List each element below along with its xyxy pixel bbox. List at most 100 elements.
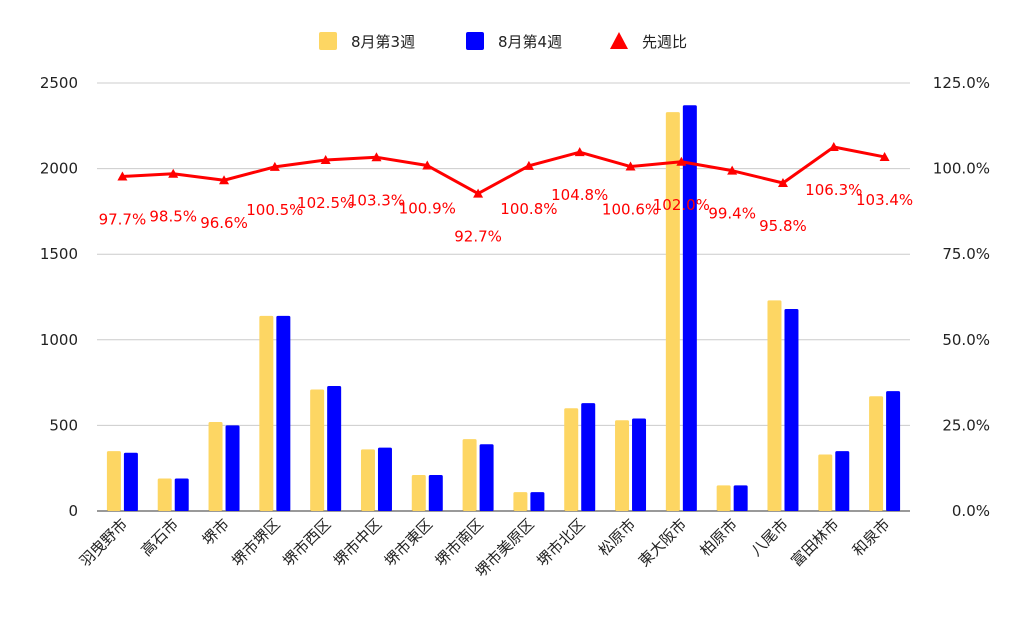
left-tick-label: 2000	[40, 160, 78, 178]
ratio-point-marker	[422, 160, 433, 170]
category-label: 羽曳野市	[76, 515, 131, 570]
bar-week4	[733, 485, 748, 511]
bar-week3	[869, 396, 884, 511]
bars	[106, 105, 901, 512]
bar-week3	[767, 300, 782, 511]
ratio-point-marker	[676, 156, 687, 166]
category-label: 柏原市	[696, 515, 741, 560]
right-tick-label: 50.0%	[942, 331, 990, 349]
bar-week3	[665, 112, 680, 511]
category-label: 松原市	[595, 515, 640, 560]
ratio-point-marker	[269, 161, 280, 171]
left-tick-label: 1500	[40, 245, 78, 263]
bar-week3	[411, 475, 426, 511]
legend-swatch-week3	[319, 32, 337, 50]
bar-week3	[462, 439, 477, 511]
ratio-point-marker	[523, 160, 534, 170]
category-label: 八尾市	[747, 515, 792, 560]
ratio-data-label: 98.5%	[149, 208, 197, 226]
bar-week4	[276, 315, 291, 511]
bar-week3	[513, 492, 528, 511]
left-tick-label: 500	[49, 416, 78, 434]
bar-week3	[615, 420, 630, 511]
bar-week3	[310, 389, 325, 511]
ratio-data-label: 97.7%	[99, 210, 147, 228]
category-label: 堺市中区	[330, 515, 385, 570]
ratio-data-label: 100.9%	[399, 200, 456, 218]
legend-label: 8月第3週	[351, 33, 415, 51]
ratio-data-label: 96.6%	[200, 214, 248, 232]
ratio-data-label: 102.5%	[297, 194, 354, 212]
bar-week4	[428, 475, 443, 511]
ratio-data-label: 100.6%	[602, 201, 659, 219]
ratio-data-labels: 97.7% 98.5% 96.6%100.5%102.5%103.3%100.9% 9…	[99, 181, 914, 246]
bar-week4	[479, 444, 494, 511]
right-tick-label: 125.0%	[933, 74, 990, 92]
ratio-data-label: 95.8%	[759, 217, 807, 235]
bar-week3	[106, 451, 121, 511]
ratio-point-marker	[219, 175, 230, 185]
legend-swatch-week4	[466, 32, 484, 50]
ratio-data-label: 100.8%	[500, 200, 557, 218]
category-label: 堺市西区	[279, 515, 334, 570]
ratio-point-marker	[320, 155, 331, 165]
legend-triangle-icon	[610, 32, 628, 49]
ratio-data-label: 100.5%	[246, 201, 303, 219]
ratio-point-marker	[828, 142, 839, 152]
bar-week4	[581, 403, 596, 511]
category-label: 東大阪市	[635, 515, 690, 570]
bar-week4	[784, 308, 799, 511]
ratio-data-label: 103.3%	[348, 191, 405, 209]
ratio-data-label: 92.7%	[454, 228, 502, 246]
ratio-point-marker	[879, 151, 890, 161]
category-label: 堺市東区	[381, 515, 436, 570]
ratio-data-label: 102.0%	[653, 196, 710, 214]
bar-week4	[632, 418, 647, 511]
bar-week3	[259, 315, 274, 511]
bar-week4	[377, 447, 392, 511]
left-tick-label: 0	[68, 502, 78, 520]
bar-week4	[530, 492, 545, 511]
category-label: 富田林市	[787, 515, 842, 570]
ratio-point-marker	[168, 168, 179, 178]
bar-week3	[360, 449, 375, 511]
ratio-line-series	[117, 142, 890, 198]
ratio-point-marker	[371, 152, 382, 162]
left-axis-ticks: 0 500 1000 1500 2000 2500	[40, 74, 78, 520]
category-label: 堺市北区	[533, 515, 588, 570]
ratio-point-marker	[574, 147, 585, 157]
bar-week3	[208, 421, 223, 511]
category-label: 高石市	[137, 515, 182, 560]
bar-week4	[123, 452, 138, 511]
ratio-data-label: 104.8%	[551, 186, 608, 204]
left-tick-label: 1000	[40, 331, 78, 349]
ratio-point-marker	[727, 165, 738, 175]
category-label: 堺市堺区	[229, 515, 284, 570]
bar-week4	[886, 391, 901, 511]
right-axis-ticks: 0.0% 25.0% 50.0% 75.0% 100.0% 125.0%	[933, 74, 990, 520]
ratio-line	[122, 145, 885, 196]
bar-week4	[835, 451, 850, 511]
category-label: 堺市	[199, 515, 233, 549]
bar-week4	[682, 105, 697, 512]
right-tick-label: 100.0%	[933, 160, 990, 178]
bar-week3	[818, 454, 833, 511]
bar-week4	[327, 386, 342, 511]
bar-week3	[564, 408, 579, 511]
right-tick-label: 25.0%	[942, 416, 990, 434]
right-tick-label: 75.0%	[942, 245, 990, 263]
ratio-data-label: 106.3%	[805, 181, 862, 199]
left-tick-label: 2500	[40, 74, 78, 92]
ratio-data-label: 99.4%	[708, 205, 756, 223]
ratio-point-marker	[117, 171, 128, 181]
bar-week4	[174, 478, 189, 511]
legend-label: 8月第4週	[498, 33, 562, 51]
bar-week3	[716, 485, 731, 511]
legend-label: 先週比	[642, 33, 687, 51]
bar-week3	[157, 478, 172, 511]
right-tick-label: 0.0%	[952, 502, 990, 520]
ratio-point-marker	[473, 188, 484, 198]
legend: 8月第3週 8月第4週 先週比	[319, 32, 687, 51]
